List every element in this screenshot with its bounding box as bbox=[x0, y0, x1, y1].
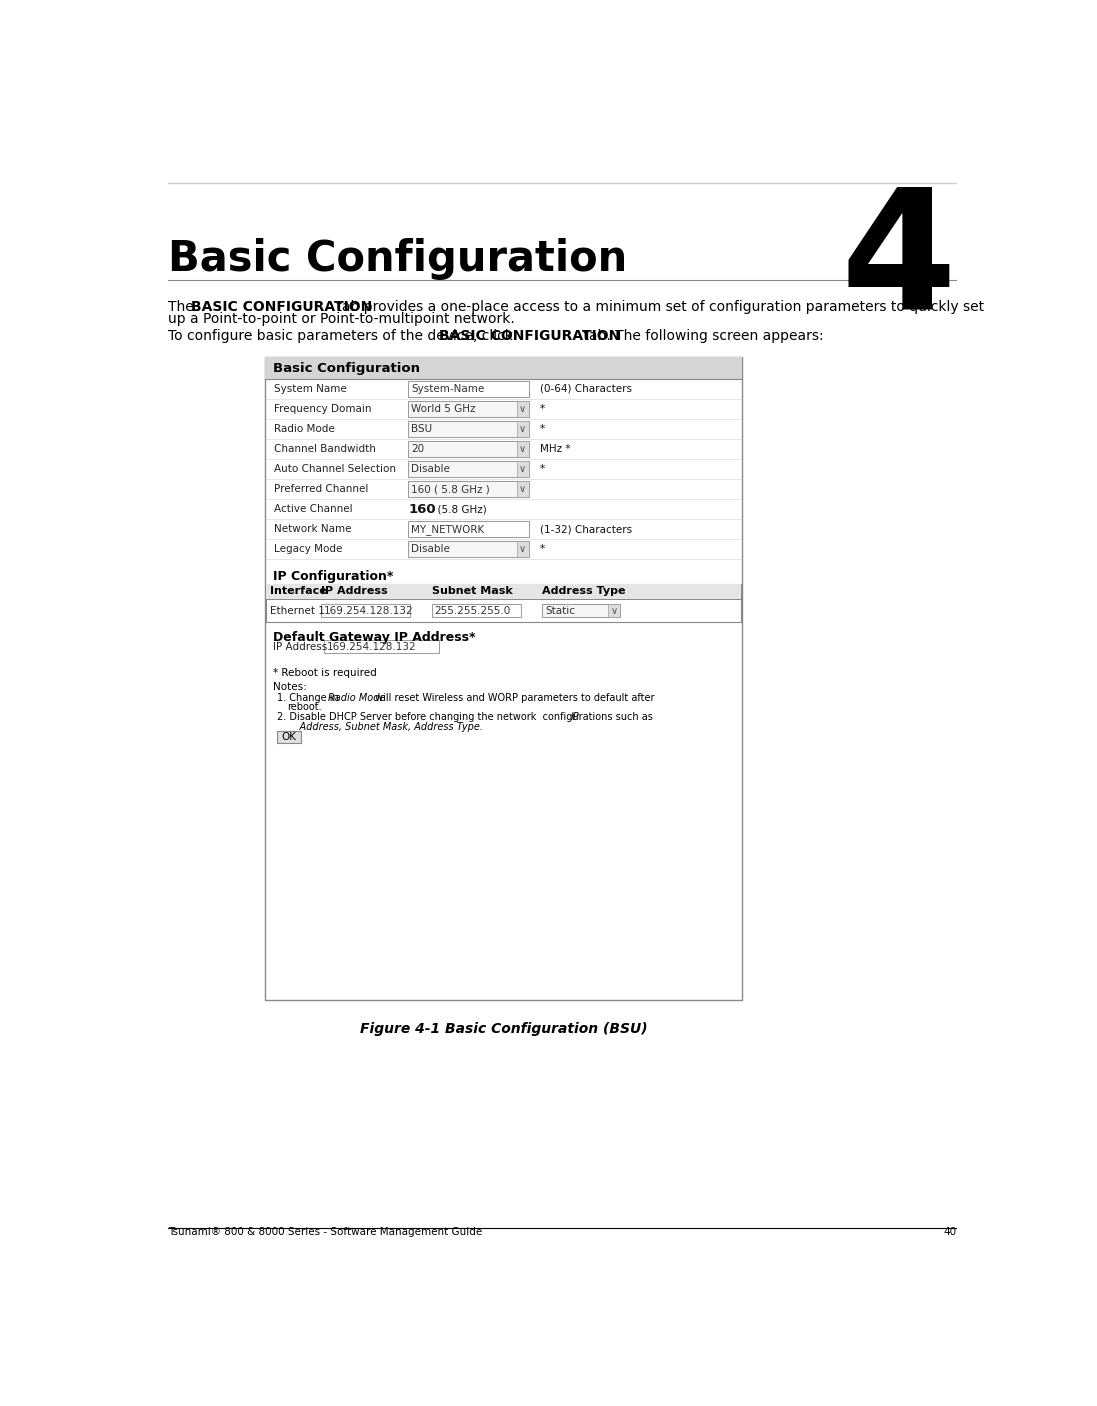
Text: 160 ( 5.8 GHz ): 160 ( 5.8 GHz ) bbox=[411, 484, 490, 494]
Bar bbox=[517, 481, 529, 498]
Text: ∨: ∨ bbox=[519, 404, 527, 413]
Text: 1. Change in: 1. Change in bbox=[278, 693, 342, 703]
Text: Notes:: Notes: bbox=[273, 682, 306, 692]
Text: Address Type: Address Type bbox=[542, 586, 626, 596]
Text: *: * bbox=[540, 404, 545, 413]
Text: (5.8 GHz): (5.8 GHz) bbox=[431, 505, 487, 515]
Text: Legacy Mode: Legacy Mode bbox=[274, 544, 342, 554]
Text: 2. Disable DHCP Server before changing the network  configurations such as: 2. Disable DHCP Server before changing t… bbox=[278, 713, 656, 723]
Text: ∨: ∨ bbox=[519, 425, 527, 434]
Text: *: * bbox=[540, 425, 545, 434]
Text: Channel Bandwidth: Channel Bandwidth bbox=[274, 444, 376, 454]
Text: Radio Mode: Radio Mode bbox=[274, 425, 335, 434]
Bar bbox=[408, 522, 529, 537]
Bar bbox=[408, 401, 529, 418]
Text: 20: 20 bbox=[411, 444, 425, 454]
Bar bbox=[542, 605, 620, 617]
Bar bbox=[320, 605, 410, 617]
Text: Auto Channel Selection: Auto Channel Selection bbox=[274, 464, 396, 474]
Bar bbox=[517, 401, 529, 418]
Text: tab. The following screen appears:: tab. The following screen appears: bbox=[579, 329, 824, 343]
Bar bbox=[609, 605, 620, 617]
Text: IP: IP bbox=[572, 713, 580, 723]
Text: Radio Mode: Radio Mode bbox=[328, 693, 385, 703]
Text: MHz *: MHz * bbox=[540, 444, 570, 454]
Text: MY_NETWORK: MY_NETWORK bbox=[411, 523, 485, 534]
Bar bbox=[517, 441, 529, 457]
Text: IP Configuration*: IP Configuration* bbox=[273, 569, 393, 583]
Text: OK: OK bbox=[282, 733, 296, 742]
Text: System-Name: System-Name bbox=[411, 384, 485, 394]
Text: * Reboot is required: * Reboot is required bbox=[273, 668, 376, 679]
Bar bbox=[408, 541, 529, 557]
Text: BSU: BSU bbox=[411, 425, 432, 434]
Text: ∨: ∨ bbox=[519, 464, 527, 474]
Text: reboot.: reboot. bbox=[286, 703, 321, 713]
Text: Ethernet 1: Ethernet 1 bbox=[270, 606, 325, 616]
Text: Figure 4-1 Basic Configuration (BSU): Figure 4-1 Basic Configuration (BSU) bbox=[360, 1022, 647, 1036]
Text: ∨: ∨ bbox=[519, 544, 527, 554]
Bar bbox=[265, 583, 740, 599]
Text: To configure basic parameters of the device, click: To configure basic parameters of the dev… bbox=[168, 329, 518, 343]
Text: IP Address: IP Address bbox=[320, 586, 387, 596]
Text: System Name: System Name bbox=[274, 384, 347, 394]
Bar bbox=[408, 461, 529, 477]
Text: 40: 40 bbox=[943, 1227, 957, 1237]
Bar bbox=[408, 381, 529, 396]
Text: Disable: Disable bbox=[411, 544, 451, 554]
Bar bbox=[265, 357, 742, 1000]
Text: ∨: ∨ bbox=[519, 444, 527, 454]
Text: BASIC CONFIGURATION: BASIC CONFIGURATION bbox=[439, 329, 620, 343]
Text: (1-32) Characters: (1-32) Characters bbox=[540, 524, 632, 534]
Text: Preferred Channel: Preferred Channel bbox=[274, 484, 369, 494]
Bar bbox=[517, 541, 529, 557]
Text: will reset Wireless and WORP parameters to default after: will reset Wireless and WORP parameters … bbox=[372, 693, 655, 703]
Bar bbox=[265, 357, 742, 380]
Bar bbox=[324, 640, 439, 654]
Text: 4: 4 bbox=[840, 180, 957, 343]
Text: 255.255.255.0: 255.255.255.0 bbox=[434, 606, 511, 616]
Text: BASIC CONFIGURATION: BASIC CONFIGURATION bbox=[192, 299, 373, 314]
Text: Disable: Disable bbox=[411, 464, 451, 474]
Text: Default Gateway IP Address*: Default Gateway IP Address* bbox=[273, 631, 475, 644]
Bar bbox=[408, 481, 529, 498]
Text: 169.254.128.132: 169.254.128.132 bbox=[324, 606, 414, 616]
Text: Tsunami® 800 & 8000 Series - Software Management Guide: Tsunami® 800 & 8000 Series - Software Ma… bbox=[168, 1227, 483, 1237]
Text: ∨: ∨ bbox=[611, 606, 618, 616]
Bar bbox=[408, 420, 529, 437]
Text: up a Point-to-point or Point-to-multipoint network.: up a Point-to-point or Point-to-multipoi… bbox=[168, 312, 514, 326]
Text: Network Name: Network Name bbox=[274, 524, 352, 534]
Text: *: * bbox=[540, 464, 545, 474]
Text: Address, Subnet Mask, Address Type.: Address, Subnet Mask, Address Type. bbox=[286, 721, 483, 731]
Bar bbox=[517, 461, 529, 477]
Text: Basic Configuration: Basic Configuration bbox=[168, 238, 627, 280]
Text: IP Address: IP Address bbox=[273, 643, 327, 652]
Bar bbox=[517, 420, 529, 437]
Text: World 5 GHz: World 5 GHz bbox=[411, 404, 476, 413]
Bar bbox=[431, 605, 521, 617]
Text: Static: Static bbox=[545, 606, 576, 616]
Text: ∨: ∨ bbox=[519, 484, 527, 494]
Text: 160: 160 bbox=[408, 502, 436, 516]
Text: 169.254.128.132: 169.254.128.132 bbox=[327, 643, 417, 652]
Text: Basic Configuration: Basic Configuration bbox=[273, 361, 420, 374]
Text: *: * bbox=[540, 544, 545, 554]
Bar bbox=[408, 441, 529, 457]
Text: Subnet Mask: Subnet Mask bbox=[431, 586, 512, 596]
Bar bbox=[265, 583, 740, 623]
Text: tab provides a one-place access to a minimum set of configuration parameters to : tab provides a one-place access to a min… bbox=[332, 299, 984, 314]
Text: Interface: Interface bbox=[270, 586, 327, 596]
Text: Frequency Domain: Frequency Domain bbox=[274, 404, 372, 413]
Text: The: The bbox=[168, 299, 199, 314]
Bar bbox=[278, 731, 301, 744]
Text: (0-64) Characters: (0-64) Characters bbox=[540, 384, 632, 394]
Text: Active Channel: Active Channel bbox=[274, 505, 353, 515]
